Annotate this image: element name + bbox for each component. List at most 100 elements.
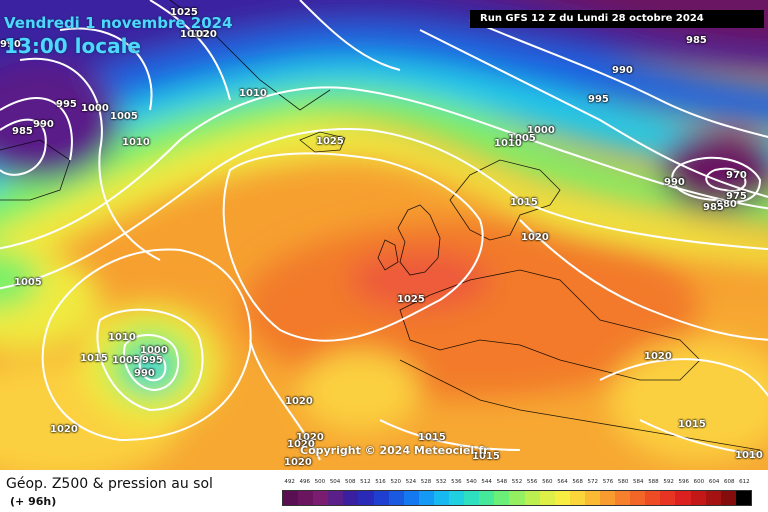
scale-swatch xyxy=(735,491,751,505)
isobar-label: 1025 xyxy=(316,136,344,147)
scale-label: 552 xyxy=(511,479,523,485)
scale-label: 604 xyxy=(708,479,720,485)
isobar-label: 975 xyxy=(726,191,747,202)
scale-swatch xyxy=(509,491,525,505)
scale-label: 588 xyxy=(648,479,659,485)
isobar-label: 1020 xyxy=(521,232,549,243)
isobar-label: 1005 xyxy=(112,355,140,366)
scale-swatch xyxy=(343,491,359,505)
isobar-label: 1025 xyxy=(397,294,425,305)
scale-swatch xyxy=(539,491,555,505)
scale-swatch xyxy=(645,491,661,505)
isobar-label: 970 xyxy=(726,170,747,181)
isobar-label: 1025 xyxy=(170,7,198,18)
scale-label: 512 xyxy=(360,479,371,485)
isobar-label: 985 xyxy=(703,202,724,213)
map-title: Géop. Z500 & pression au sol xyxy=(6,476,213,492)
scale-label: 592 xyxy=(663,479,674,485)
isobar-label: 990 xyxy=(0,39,21,50)
scale-swatch xyxy=(494,491,510,505)
isobar-label: 1010 xyxy=(494,138,522,149)
forecast-offset: (+ 96h) xyxy=(10,495,57,508)
scale-swatch xyxy=(298,491,314,505)
isobar-label: 1015 xyxy=(678,419,706,430)
scale-label: 548 xyxy=(496,479,508,485)
scale-label: 524 xyxy=(405,479,417,485)
scale-label: 584 xyxy=(633,479,644,485)
scale-swatch xyxy=(569,491,585,505)
scale-label: 508 xyxy=(344,479,356,485)
isobar-label: 1000 xyxy=(81,103,109,114)
forecast-date: Vendredi 1 novembre 2024 xyxy=(4,14,233,32)
footer: Géop. Z500 & pression au sol (+ 96h) 492… xyxy=(0,470,768,512)
isobar-label: 995 xyxy=(56,99,77,110)
isobar-label: 1020 xyxy=(50,424,78,435)
scale-label: 504 xyxy=(329,479,341,485)
isobar-label: 995 xyxy=(588,94,609,105)
scale-swatch xyxy=(554,491,570,505)
scale-swatch xyxy=(705,491,721,505)
isobar-label: 985 xyxy=(686,35,707,46)
isobar-label: 1005 xyxy=(110,111,138,122)
scale-swatch xyxy=(630,491,646,505)
isobar-label: 1020 xyxy=(284,457,312,468)
scale-swatch xyxy=(418,491,434,505)
isobar-label: 990 xyxy=(664,177,685,188)
scale-swatch xyxy=(524,491,540,505)
isobar-label: 1010 xyxy=(122,137,150,148)
scale-label: 540 xyxy=(466,479,477,485)
isobar-label: 1015 xyxy=(418,432,446,443)
scale-label: 528 xyxy=(420,479,432,485)
isobar-label: 1020 xyxy=(296,432,324,443)
forecast-time: 13:00 locale xyxy=(4,34,141,58)
isobar-label: 1005 xyxy=(508,133,536,144)
color-scale xyxy=(282,490,752,506)
scale-label: 492 xyxy=(284,479,295,485)
isobar-label: 1015 xyxy=(472,451,500,462)
scale-swatch xyxy=(358,491,374,505)
scale-label: 596 xyxy=(678,479,690,485)
isobar-label: 990 xyxy=(134,368,155,379)
scale-swatch xyxy=(464,491,480,505)
scale-label: 564 xyxy=(557,479,568,485)
scale-label: 520 xyxy=(390,479,401,485)
isobar-label: 1020 xyxy=(285,396,313,407)
scale-label: 544 xyxy=(481,479,492,485)
isobar-label: 1020 xyxy=(287,439,315,450)
isobar-label: 1020 xyxy=(189,29,217,40)
scale-swatch xyxy=(313,491,329,505)
isobar-label: 1000 xyxy=(527,125,555,136)
scale-label: 600 xyxy=(693,479,705,485)
scale-label: 608 xyxy=(724,479,735,485)
scale-label: 572 xyxy=(587,479,599,485)
isobar-label: 985 xyxy=(12,126,33,137)
scale-swatch xyxy=(449,491,465,505)
scale-swatch xyxy=(388,491,404,505)
isobar-label: 1010 xyxy=(735,450,763,461)
scale-label: 496 xyxy=(299,479,310,485)
scale-label: 536 xyxy=(451,479,462,485)
scale-label: 560 xyxy=(542,479,553,485)
isobar-label: 1020 xyxy=(644,351,672,362)
scale-label: 612 xyxy=(739,479,750,485)
isobar-label: 995 xyxy=(142,355,163,366)
isobar-label: 1000 xyxy=(140,345,168,356)
scale-swatch xyxy=(615,491,631,505)
isobar-label: 990 xyxy=(612,65,633,76)
scale-label: 576 xyxy=(602,479,614,485)
scale-swatch xyxy=(373,491,389,505)
scale-label: 580 xyxy=(617,479,629,485)
scale-swatch xyxy=(283,491,299,505)
scale-label: 532 xyxy=(435,479,447,485)
scale-swatch xyxy=(690,491,706,505)
copyright: Copyright © 2024 Meteociel.fr xyxy=(300,444,489,457)
scale-swatch xyxy=(433,491,450,505)
isobar-label: 990 xyxy=(33,119,54,130)
color-scale-labels: 492 496 500 504 508 512 516 520 524 528 532 536 540 5… xyxy=(282,479,752,489)
scale-label: 516 xyxy=(375,479,386,485)
scale-swatch xyxy=(328,491,344,505)
isobar-label: 1015 xyxy=(80,353,108,364)
scale-swatch xyxy=(660,491,676,505)
isobar-label: 1010 xyxy=(180,29,208,40)
isobar-label: 980 xyxy=(716,199,737,210)
